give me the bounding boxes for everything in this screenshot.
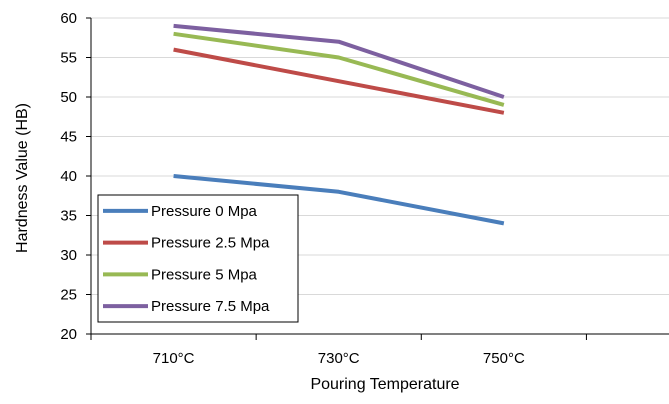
series-line [173, 174, 505, 226]
series-lines [173, 23, 505, 226]
y-tick-label: 60 [60, 10, 77, 27]
legend-label: Pressure 0 Mpa [151, 203, 258, 220]
x-tick-label: 750°C [483, 350, 525, 367]
series-line [173, 31, 505, 107]
y-tick-label: 40 [60, 168, 77, 185]
y-tick-label: 30 [60, 247, 77, 264]
x-axis-title: Pouring Temperature [310, 376, 459, 393]
series-line [173, 47, 505, 115]
y-tick-label: 55 [60, 50, 77, 67]
y-axis-title: Hardness Value (HB) [14, 103, 31, 253]
y-tick-label: 45 [60, 129, 77, 146]
legend-label: Pressure 7.5 Mpa [151, 298, 270, 315]
x-tick-label: 710°C [153, 350, 195, 367]
y-tick-label: 35 [60, 208, 77, 225]
legend-label: Pressure 5 Mpa [151, 266, 258, 283]
y-tick-label: 20 [60, 326, 77, 343]
y-tick-label: 25 [60, 287, 77, 304]
legend-box [97, 194, 299, 323]
y-tick-label: 50 [60, 89, 77, 106]
x-tick-label: 730°C [318, 350, 360, 367]
legend-label: Pressure 2.5 Mpa [151, 235, 270, 252]
axes: 20 25 30 35 40 45 50 55 60 710°C 730°C 750°C [60, 10, 669, 367]
series-line [173, 23, 505, 99]
legend: Pressure 0 Mpa Pressure 2.5 Mpa Pressure 5… [97, 194, 299, 323]
